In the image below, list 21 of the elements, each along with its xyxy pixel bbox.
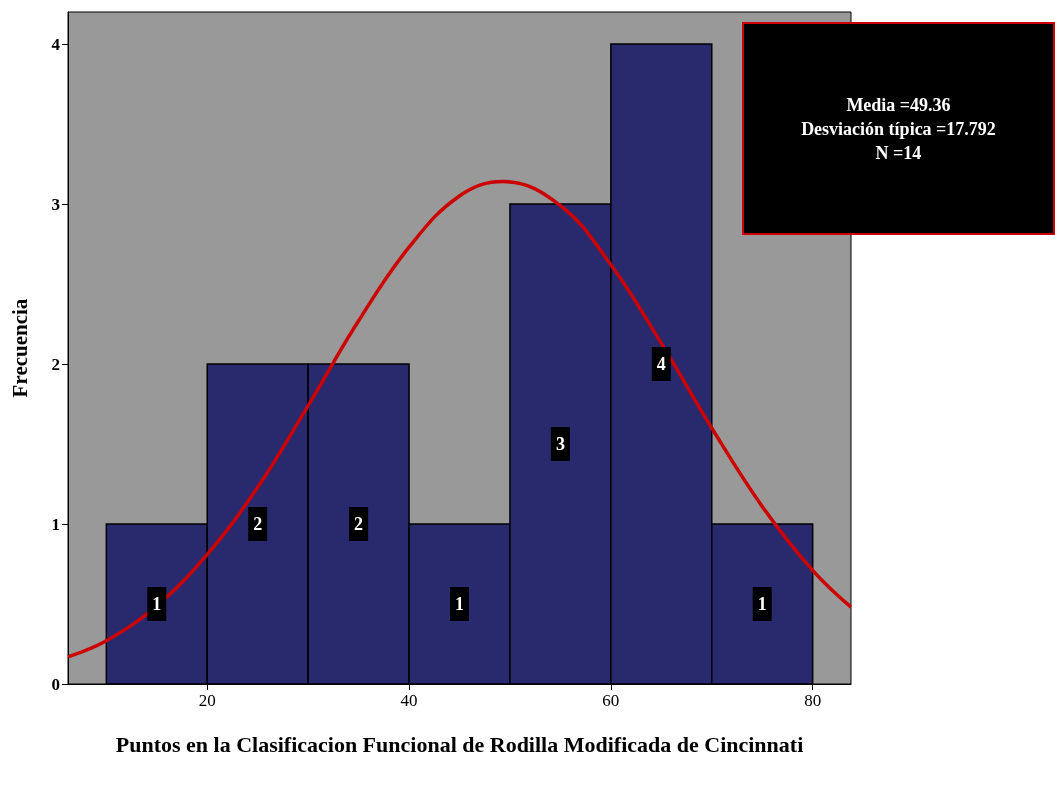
annotation: Desviación típica =17.792	[801, 117, 996, 141]
y-tick-label: 0	[51, 674, 60, 694]
y-tick-label: 2	[51, 354, 60, 374]
data-label: 2	[253, 514, 263, 534]
x-tick-label: 80	[804, 691, 822, 710]
x-axis-title: Puntos en la Clasificacion Funcional de Rodilla Modificada de Cincinnati	[115, 731, 804, 757]
y-tick-label: 3	[51, 194, 60, 214]
data-label: 1	[757, 594, 767, 614]
data-label: 1	[455, 594, 464, 614]
line-series	[66, 179, 853, 659]
stats-text-box: Media =49.36 Desviación típica =17.792 N =14	[742, 22, 1055, 235]
data-label: 3	[555, 434, 565, 454]
x-tick-label: 20	[198, 691, 216, 710]
annotation: Media =49.36	[846, 93, 951, 117]
x-tick-label: 60	[602, 691, 620, 710]
y-tick-label: 4	[51, 34, 61, 54]
x-tick-label: 40	[400, 691, 418, 710]
data-label: 4	[656, 354, 666, 374]
data-label: 2	[354, 514, 364, 534]
y-tick-label: 1	[51, 514, 60, 534]
y-axis-title: Frecuencia	[7, 298, 32, 398]
